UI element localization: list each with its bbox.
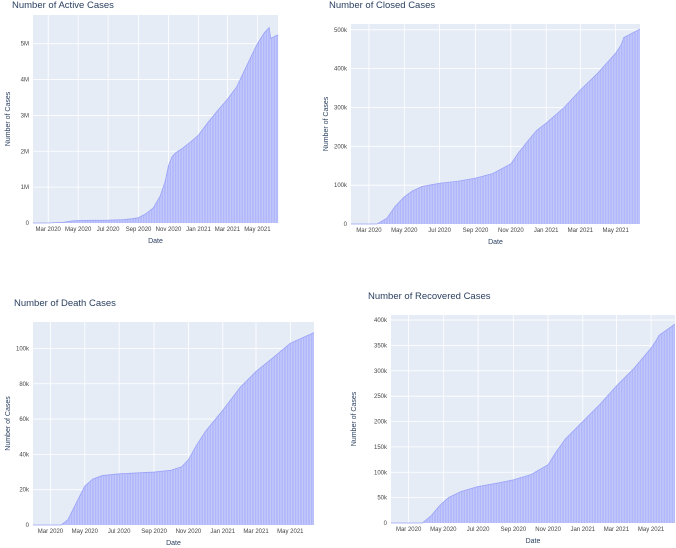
x-axis-label: Date [526,538,541,545]
x-tick-label: Jan 2021 [534,228,559,234]
x-axis-label: Date [148,238,163,245]
chart-title: Number of Closed Cases [329,0,435,11]
y-axis-label: Number of Cases [5,396,12,451]
y-tick-label: 5M [21,42,29,48]
chart-title: Number of Recovered Cases [368,291,491,302]
series-bars [61,333,314,525]
chart-title: Number of Active Cases [12,0,114,11]
chart-death-cases: Number of Death Cases 0 20k 40k 60k 80k 100k Ma… [0,292,330,548]
x-tick-label: Mar 2021 [243,529,269,535]
x-tick-label: Sep 2020 [501,527,527,533]
x-tick-label: May 2020 [430,527,457,533]
y-tick-label: 400k [334,67,348,73]
x-tick-label: Jan 2021 [570,527,595,533]
x-tick-label: Mar 2021 [568,228,594,234]
y-tick-label: 4M [21,78,29,84]
x-tick-label: Mar 2020 [356,228,382,234]
y-axis-label: Number of Cases [5,91,12,146]
y-tick-label: 300k [374,369,388,375]
y-tick-label: 300k [334,105,348,111]
y-tick-label: 0 [344,222,348,228]
chart-recovered-cases: Number of Recovered Cases 0 50k 100k 150k 200… [346,285,676,548]
y-tick-label: 400k [374,318,388,324]
y-tick-label: 200k [374,420,388,426]
series-area [33,26,279,224]
x-tick-label: Nov 2020 [156,227,182,233]
series-fill [33,332,314,525]
series-line [33,26,279,224]
x-tick-label: May 2020 [391,228,418,234]
x-tick-label: May 2021 [638,527,665,533]
x-tick-label: Mar 2020 [38,529,64,535]
y-tick-label: 150k [374,445,388,451]
x-tick-label: Mar 2020 [396,527,422,533]
x-tick-label: May 2020 [72,529,99,535]
x-tick-label: May 2020 [65,227,92,233]
series-line [351,28,641,225]
series-area [33,332,315,526]
y-tick-label: 100k [334,183,348,189]
x-tick-label: Mar 2021 [215,227,241,233]
x-tick-label: May 2021 [602,228,629,234]
chart-active-cases: Number of Active Cases 0 1M 2M 3M 4M 5M Mar 202… [0,0,300,250]
series-fill [33,27,278,223]
x-tick-label: Jan 2021 [186,227,211,233]
series-area [351,28,641,225]
y-tick-label: 80k [19,382,30,388]
x-tick-label: Sep 2020 [141,529,167,535]
y-tick-label: 1M [21,185,29,191]
y-tick-label: 0 [26,523,30,529]
y-tick-label: 60k [19,417,30,423]
series-bars [422,324,675,523]
series-line [33,332,315,526]
y-tick-label: 0 [26,221,30,227]
chart-active-cases-svg: Number of Active Cases 0 1M 2M 3M 4M 5M Mar 202… [5,0,279,245]
x-tick-label: Jul 2020 [97,227,120,233]
x-tick-label: Sep 2020 [126,227,152,233]
x-axis-label: Date [488,239,503,246]
series-fill [391,324,675,523]
x-tick-label: Nov 2020 [176,529,202,535]
y-tick-label: 20k [19,488,30,494]
x-tick-label: Mar 2021 [604,527,630,533]
x-tick-label: Jul 2020 [467,527,490,533]
x-tick-label: Jan 2021 [210,529,235,535]
series-bars [377,29,640,224]
chart-title: Number of Death Cases [14,298,116,309]
x-tick-label: Mar 2020 [36,227,62,233]
x-tick-label: Jul 2020 [108,529,131,535]
y-tick-label: 500k [334,28,348,34]
y-tick-label: 350k [374,343,388,349]
y-tick-label: 40k [19,452,30,458]
series-fill [351,29,640,224]
x-tick-label: Jul 2020 [428,228,451,234]
y-axis-label: Number of Cases [323,96,330,151]
y-tick-label: 100k [374,470,388,476]
x-tick-label: Sep 2020 [463,228,489,234]
y-tick-label: 3M [21,113,29,119]
x-tick-label: Nov 2020 [535,527,561,533]
series-line [391,323,676,524]
y-tick-label: 200k [334,144,348,150]
series-bars [48,28,279,223]
y-tick-label: 0 [384,521,388,527]
y-axis-label: Number of Cases [351,391,358,446]
y-tick-label: 2M [21,149,29,155]
chart-closed-cases: Number of Closed Cases 0 100k 200k 300k 400k 5… [318,0,668,250]
y-tick-label: 250k [374,394,388,400]
chart-closed-cases-svg: Number of Closed Cases 0 100k 200k 300k 400k 5… [323,0,641,246]
x-axis-label: Date [166,540,181,547]
x-tick-label: Nov 2020 [498,228,524,234]
series-area [391,323,676,524]
x-tick-label: May 2021 [277,529,304,535]
chart-death-cases-svg: Number of Death Cases 0 20k 40k 60k 80k 100k Ma… [5,298,315,547]
y-tick-label: 100k [16,346,30,352]
chart-recovered-cases-svg: Number of Recovered Cases 0 50k 100k 150k 200… [351,291,676,545]
y-tick-label: 50k [377,496,388,502]
x-tick-label: May 2021 [244,227,271,233]
